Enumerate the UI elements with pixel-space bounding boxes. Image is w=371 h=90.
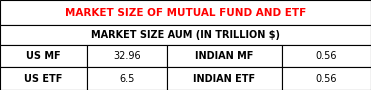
Bar (167, 67, 282, 90)
Text: 0.56: 0.56 (316, 74, 337, 84)
Text: INDIAN ETF: INDIAN ETF (193, 74, 256, 84)
Text: US MF: US MF (26, 51, 61, 61)
Bar (0, 45, 87, 67)
Bar (282, 45, 371, 67)
Text: INDIAN MF: INDIAN MF (195, 51, 254, 61)
Bar (0, 25, 371, 45)
Bar (87, 67, 167, 90)
Text: US ETF: US ETF (24, 74, 63, 84)
Text: MARKET SIZE OF MUTUAL FUND AND ETF: MARKET SIZE OF MUTUAL FUND AND ETF (65, 8, 306, 18)
Text: MARKET SIZE AUM (IN TRILLION $): MARKET SIZE AUM (IN TRILLION $) (91, 30, 280, 40)
Text: 0.56: 0.56 (316, 51, 337, 61)
Text: 32.96: 32.96 (113, 51, 141, 61)
Text: 6.5: 6.5 (119, 74, 135, 84)
Bar (0, 0, 371, 25)
Bar (282, 67, 371, 90)
Bar (167, 45, 282, 67)
Bar (87, 45, 167, 67)
Bar (0, 67, 87, 90)
